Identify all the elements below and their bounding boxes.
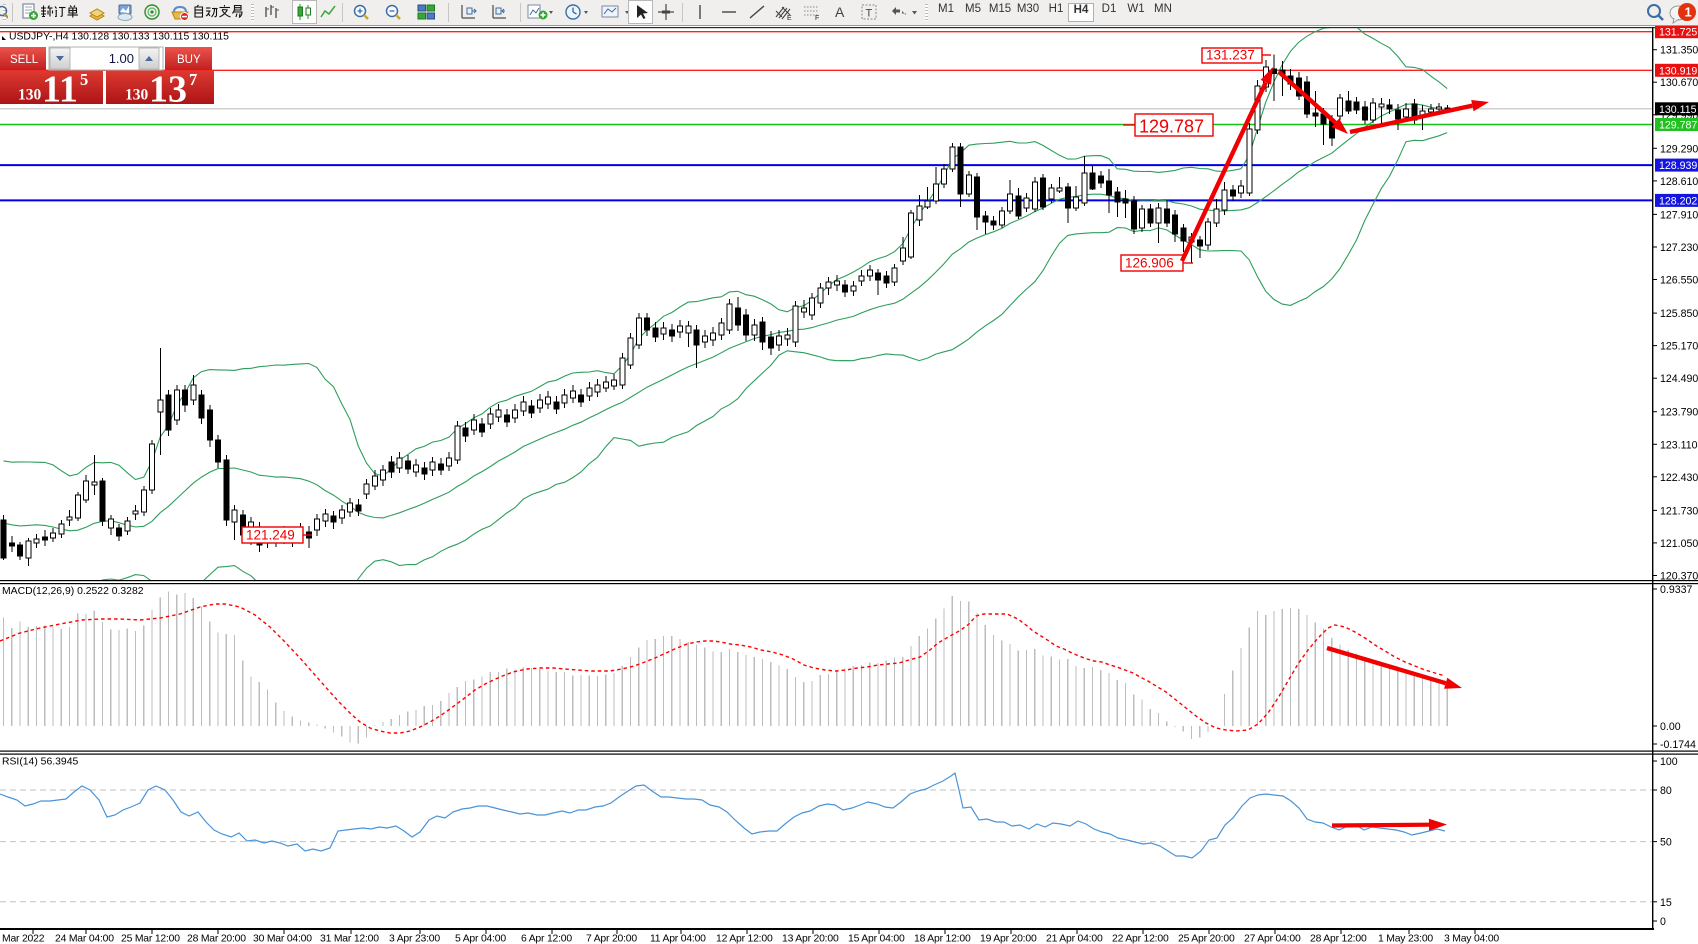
svg-text:129.787: 129.787 — [1659, 120, 1697, 132]
svg-text:130.670: 130.670 — [1660, 77, 1698, 89]
svg-text:F: F — [815, 15, 819, 21]
svg-text:25 Mar 12:00: 25 Mar 12:00 — [121, 934, 180, 944]
svg-text:128.939: 128.939 — [1659, 160, 1697, 172]
svg-text:7: 7 — [189, 70, 197, 89]
svg-text:28 Apr 12:00: 28 Apr 12:00 — [1310, 934, 1367, 944]
svg-text:121.249: 121.249 — [246, 528, 295, 543]
svg-text:18 Apr 12:00: 18 Apr 12:00 — [914, 934, 971, 944]
svg-text:127.910: 127.910 — [1660, 209, 1698, 221]
svg-text:1: 1 — [1685, 5, 1692, 20]
svg-text:131.725: 131.725 — [1659, 27, 1697, 39]
svg-text:130: 130 — [18, 87, 42, 104]
svg-text:123.790: 123.790 — [1660, 407, 1698, 419]
svg-text:15 Apr 04:00: 15 Apr 04:00 — [848, 934, 905, 944]
svg-text:131.350: 131.350 — [1660, 45, 1698, 57]
svg-text:Mar 2022: Mar 2022 — [2, 934, 45, 944]
svg-text:120.370: 120.370 — [1660, 571, 1698, 583]
svg-text:13 Apr 20:00: 13 Apr 20:00 — [782, 934, 839, 944]
svg-text:11 Apr 04:00: 11 Apr 04:00 — [650, 934, 706, 944]
svg-text:24 Mar 04:00: 24 Mar 04:00 — [55, 934, 114, 944]
svg-text:5 Apr 04:00: 5 Apr 04:00 — [455, 934, 506, 944]
svg-text:50: 50 — [1660, 837, 1672, 849]
svg-text:129.787: 129.787 — [1139, 117, 1204, 137]
svg-text:127.230: 127.230 — [1660, 242, 1698, 254]
svg-text:30 Mar 04:00: 30 Mar 04:00 — [253, 934, 312, 944]
svg-text:31 Mar 12:00: 31 Mar 12:00 — [320, 934, 379, 944]
svg-text:125.170: 125.170 — [1660, 341, 1698, 353]
svg-text:6 Apr 12:00: 6 Apr 12:00 — [521, 934, 572, 944]
svg-text:T: T — [866, 8, 873, 20]
svg-text:12 Apr 12:00: 12 Apr 12:00 — [716, 934, 773, 944]
svg-text:RSI(14) 56.3945: RSI(14) 56.3945 — [2, 757, 78, 768]
svg-text:19 Apr 20:00: 19 Apr 20:00 — [980, 934, 1037, 944]
svg-text:3 May 04:00: 3 May 04:00 — [1444, 934, 1499, 944]
svg-text:126.906: 126.906 — [1125, 256, 1174, 271]
svg-text:15: 15 — [1660, 897, 1672, 909]
svg-text:130.115: 130.115 — [1659, 104, 1697, 116]
svg-text:121.050: 121.050 — [1660, 538, 1698, 550]
svg-text:SELL: SELL — [10, 54, 39, 66]
svg-text:0.9337: 0.9337 — [1660, 584, 1693, 596]
svg-text:22 Apr 12:00: 22 Apr 12:00 — [1112, 934, 1169, 944]
svg-text:25 Apr 20:00: 25 Apr 20:00 — [1178, 934, 1235, 944]
svg-text:7 Apr 20:00: 7 Apr 20:00 — [586, 934, 637, 944]
svg-text:27 Apr 04:00: 27 Apr 04:00 — [1244, 934, 1301, 944]
svg-text:5: 5 — [80, 70, 88, 89]
svg-text:BUY: BUY — [177, 54, 201, 66]
svg-text:131.237: 131.237 — [1206, 48, 1255, 63]
svg-text:125.850: 125.850 — [1660, 308, 1698, 320]
svg-text:-0.1744: -0.1744 — [1660, 739, 1696, 751]
svg-text:13: 13 — [149, 69, 187, 111]
svg-text:11: 11 — [42, 69, 78, 111]
svg-text:USDJPY-,H4 130.128 130.133 13: USDJPY-,H4 130.128 130.133 130.115 130.1… — [9, 32, 229, 43]
svg-text:0.00: 0.00 — [1660, 721, 1681, 733]
svg-text:80: 80 — [1660, 785, 1672, 797]
svg-text:124.490: 124.490 — [1660, 373, 1698, 385]
svg-text:0: 0 — [1660, 916, 1666, 928]
svg-text:3 Apr 23:00: 3 Apr 23:00 — [389, 934, 440, 944]
svg-text:MACD(12,26,9) 0.2522 0.3282: MACD(12,26,9) 0.2522 0.3282 — [2, 586, 144, 597]
svg-text:E: E — [787, 15, 792, 21]
svg-text:130: 130 — [125, 87, 149, 104]
svg-text:28 Mar 20:00: 28 Mar 20:00 — [187, 934, 246, 944]
svg-text:1.00: 1.00 — [109, 51, 134, 66]
svg-text:129.290: 129.290 — [1660, 143, 1698, 155]
svg-text:128.610: 128.610 — [1660, 176, 1698, 188]
svg-text:21 Apr 04:00: 21 Apr 04:00 — [1046, 934, 1103, 944]
svg-text:126.550: 126.550 — [1660, 275, 1698, 287]
svg-text:130.919: 130.919 — [1659, 65, 1697, 77]
svg-text:1 May 23:00: 1 May 23:00 — [1378, 934, 1433, 944]
svg-text:122.430: 122.430 — [1660, 472, 1698, 484]
svg-text:123.110: 123.110 — [1660, 439, 1698, 451]
svg-text:121.730: 121.730 — [1660, 505, 1698, 517]
svg-text:128.202: 128.202 — [1659, 195, 1697, 207]
svg-text:100: 100 — [1660, 756, 1678, 768]
